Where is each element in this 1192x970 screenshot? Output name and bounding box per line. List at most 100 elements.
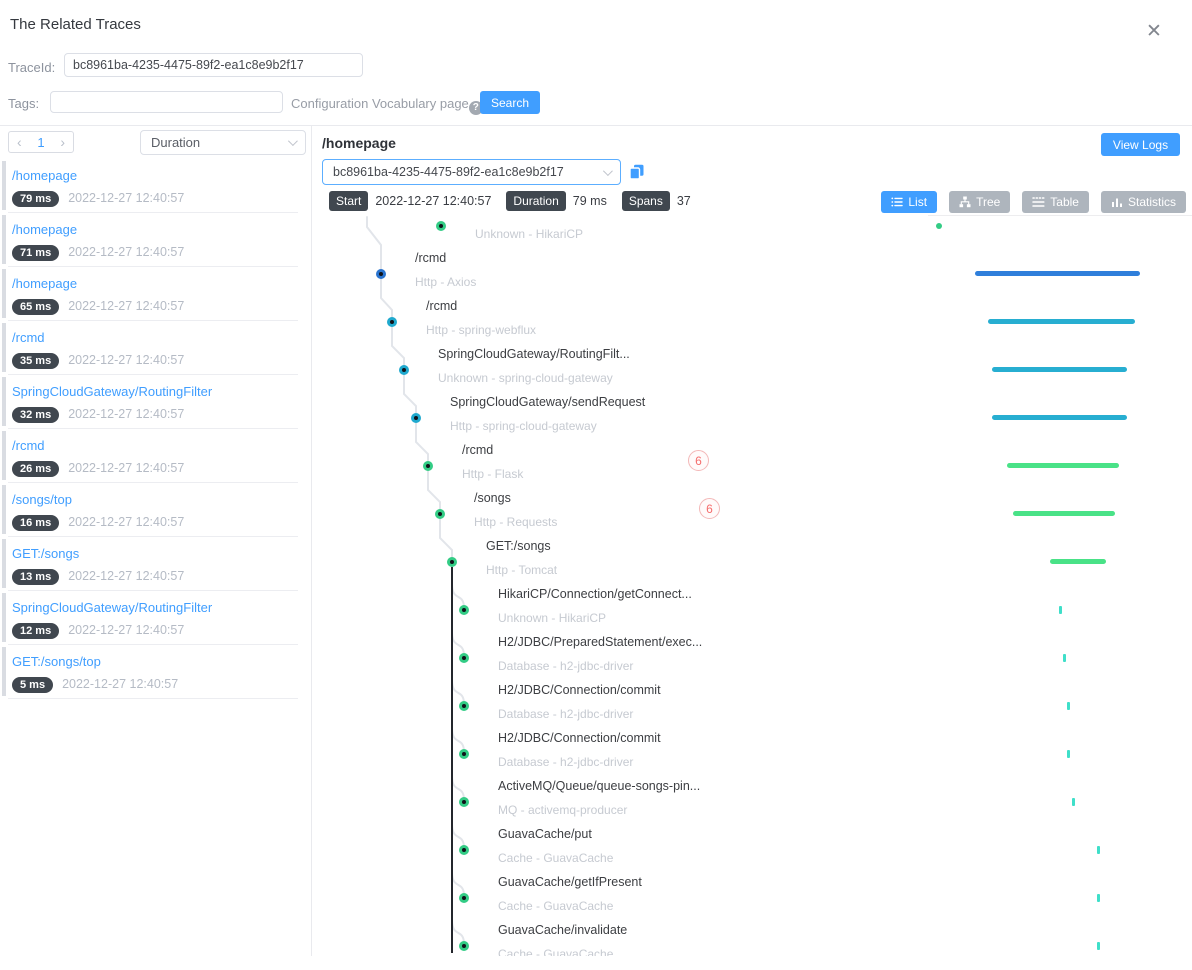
trace-list-item[interactable]: /homepage 71 ms 2022-12-27 12:40:57 [0,213,310,267]
span-service: Http - Tomcat [486,563,558,577]
search-button[interactable]: Search [480,91,540,114]
trace-name[interactable]: /homepage [12,222,78,237]
span-service: Http - spring-webflux [426,323,537,337]
view-button-statistics[interactable]: Statistics [1100,191,1186,213]
span-name[interactable]: HikariCP/Connection/getConnect... [498,587,692,601]
span-node-dot[interactable] [447,557,457,567]
trace-id-input[interactable] [64,53,363,77]
next-page-icon[interactable]: › [60,134,65,150]
span-name[interactable]: SpringCloudGateway/sendRequest [450,395,646,409]
span-name[interactable]: H2/JDBC/PreparedStatement/exec... [498,635,703,649]
pagination[interactable]: ‹ 1 › [8,131,74,153]
trace-name[interactable]: SpringCloudGateway/RoutingFilter [12,384,213,399]
span-node-dot[interactable] [459,941,469,951]
close-icon[interactable]: ✕ [1146,21,1162,42]
trace-name[interactable]: /homepage [12,276,78,291]
trace-name[interactable]: GET:/songs [12,546,80,561]
span-name[interactable]: GuavaCache/getIfPresent [498,875,642,889]
span-node-dot[interactable] [423,461,433,471]
span-service: Http - Flask [462,467,524,481]
trace-id-select[interactable]: bc8961ba-4235-4475-89f2-ea1c8e9b2f17 [322,159,621,185]
view-button-list[interactable]: List [881,191,938,213]
trace-name[interactable]: /rcmd [12,438,45,453]
trace-list-item[interactable]: GET:/songs/top 5 ms 2022-12-27 12:40:57 [0,645,310,699]
span-node-dot[interactable] [459,701,469,711]
current-page[interactable]: 1 [37,134,45,150]
trace-duration-badge: 26 ms [12,461,60,477]
view-logs-button[interactable]: View Logs [1101,133,1180,156]
span-name[interactable]: GET:/songs [486,539,551,553]
meta-value: 37 [676,194,691,208]
span-node-dot[interactable] [436,221,446,231]
trace-name[interactable]: SpringCloudGateway/RoutingFilter [12,600,213,615]
span-node-dot[interactable] [459,797,469,807]
vocabulary-text: Configuration Vocabulary page [291,96,469,111]
tags-input[interactable] [50,91,283,113]
span-name[interactable]: /rcmd [415,251,447,265]
vocabulary-link[interactable]: Configuration Vocabulary page? [291,96,483,115]
span-duration-bar [1067,702,1070,710]
span-duration-bar [1072,798,1075,806]
trace-duration-badge: 13 ms [12,569,60,585]
span-node-dot[interactable] [459,845,469,855]
trace-list-item[interactable]: SpringCloudGateway/RoutingFilter 12 ms 202… [0,591,310,645]
trace-list-item[interactable]: /homepage 79 ms 2022-12-27 12:40:57 [0,159,310,213]
trace-list-item[interactable]: GET:/songs 13 ms 2022-12-27 12:40:57 [0,537,310,591]
trace-timestamp: 2022-12-27 12:40:57 [68,245,185,259]
span-duration-bar [992,367,1127,372]
list-icon [891,197,904,207]
trace-duration-badge: 16 ms [12,515,60,531]
table-icon [1032,197,1045,207]
trace-timestamp: 2022-12-27 12:40:57 [68,515,185,529]
trace-duration-badge: 5 ms [12,677,54,693]
span-name[interactable]: ActiveMQ/Queue/queue-songs-pin... [498,779,701,793]
trace-duration-badge: 79 ms [12,191,60,207]
span-node-dot[interactable] [411,413,421,423]
sort-select[interactable]: Duration [140,130,306,155]
trace-list-item[interactable]: /songs/top 16 ms 2022-12-27 12:40:57 [0,483,310,537]
prev-page-icon[interactable]: ‹ [17,134,22,150]
trace-list-item[interactable]: /rcmd 35 ms 2022-12-27 12:40:57 [0,321,310,375]
span-service: Cache - GuavaCache [498,947,614,956]
span-duration-bar [1007,463,1119,468]
span-name[interactable]: H2/JDBC/Connection/commit [498,731,661,745]
span-name[interactable]: /rcmd [426,299,458,313]
span-node-dot[interactable] [387,317,397,327]
span-node-dot[interactable] [459,653,469,663]
span-service: MQ - activemq-producer [498,803,628,817]
span-name[interactable]: SpringCloudGateway/RoutingFilt... [438,347,630,361]
span-duration-bar [975,271,1140,276]
span-node-dot[interactable] [399,365,409,375]
span-name[interactable]: H2/JDBC/Connection/commit [498,683,661,697]
span-node-dot[interactable] [459,749,469,759]
help-icon[interactable]: ? [468,100,483,115]
span-name[interactable]: GuavaCache/put [498,827,592,841]
span-node-dot[interactable] [459,605,469,615]
trace-name[interactable]: /homepage [12,168,78,183]
span-name[interactable]: /songs [474,491,511,505]
trace-name[interactable]: GET:/songs/top [12,654,101,669]
span-name[interactable]: /rcmd [462,443,494,457]
meta-value: 79 ms [572,194,607,208]
span-node-dot[interactable] [435,509,445,519]
span-connector-lines [366,216,465,945]
view-button-tree[interactable]: Tree [949,191,1011,213]
span-name[interactable]: GuavaCache/invalidate [498,923,628,937]
trace-name[interactable]: /rcmd [12,330,45,345]
page-title: The Related Traces [10,16,141,33]
trace-list-item[interactable]: /homepage 65 ms 2022-12-27 12:40:57 [0,267,310,321]
trace-duration-badge: 65 ms [12,299,60,315]
meta-label: Start [329,191,369,211]
span-service: Unknown - spring-cloud-gateway [438,371,613,385]
trace-name[interactable]: /songs/top [12,492,72,507]
copy-icon[interactable] [629,164,645,183]
span-node-dot[interactable] [459,893,469,903]
span-node-dot[interactable] [376,269,386,279]
trace-duration-badge: 32 ms [12,407,60,423]
trace-list-item[interactable]: /rcmd 26 ms 2022-12-27 12:40:57 [0,429,310,483]
selected-span-line [451,567,453,953]
trace-title: /homepage [322,135,396,151]
span-duration-bar [1067,750,1070,758]
view-button-table[interactable]: Table [1022,191,1089,213]
trace-list-item[interactable]: SpringCloudGateway/RoutingFilter 32 ms 202… [0,375,310,429]
